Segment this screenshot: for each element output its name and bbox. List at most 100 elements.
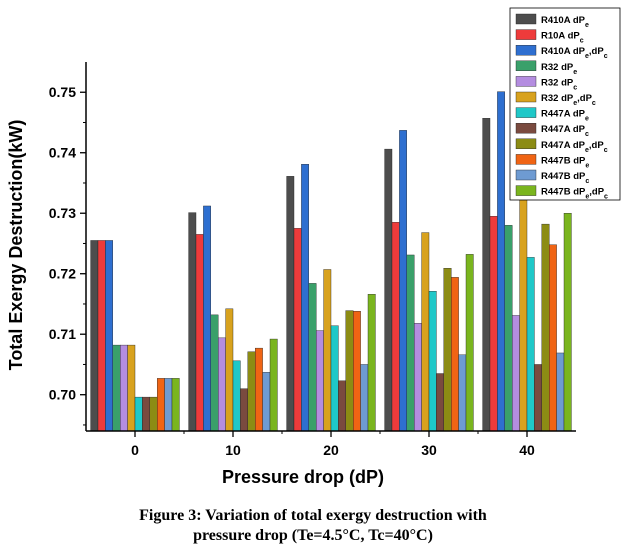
bar-20-series-5 — [316, 330, 324, 432]
bar-10-series-1 — [188, 212, 197, 432]
bar-0-series-1 — [90, 240, 99, 432]
bar-10-series-11 — [262, 372, 271, 432]
bar-10-series-7 — [232, 360, 241, 432]
bar-0-series-3 — [105, 240, 114, 432]
bar-0-series-12 — [171, 378, 180, 432]
bar-20-series-7 — [330, 325, 339, 432]
bar-30-series-9 — [443, 268, 452, 432]
bar-0-series-8 — [142, 396, 150, 432]
bar-0-series-4 — [112, 344, 121, 432]
bar-20-series-4 — [308, 283, 317, 432]
legend-frame — [509, 7, 621, 201]
legend-label: R32 dPe,dPc — [541, 93, 596, 107]
x-tick-label: 30 — [421, 442, 437, 458]
legend-swatch — [515, 91, 537, 103]
bar-30-series-7 — [428, 291, 437, 432]
bar-40-series-7 — [526, 257, 535, 432]
bar-10-series-8 — [240, 388, 248, 432]
bar-20-series-10 — [353, 311, 361, 432]
x-tick-label: 0 — [131, 442, 139, 458]
bar-30-series-3 — [399, 130, 407, 432]
bar-0-series-5 — [119, 344, 128, 432]
bar-40-series-11 — [556, 352, 565, 432]
x-tick-label: 40 — [519, 442, 535, 458]
bar-10-series-6 — [225, 308, 234, 432]
y-tick-label: 0.70 — [49, 387, 76, 403]
legend-label: R447B dPe — [541, 155, 589, 169]
y-tick-label: 0.71 — [49, 326, 76, 342]
bar-40-series-5 — [512, 315, 520, 432]
legend-label: R10A dPc — [541, 31, 584, 45]
caption-line-2: pressure drop (Te=4.5°C, Tc=40°C) — [193, 527, 433, 544]
bar-20-series-6 — [323, 269, 332, 432]
chart: 0.70 0.71 0.72 0.73 0.74 0.75 0 10 20 30 40 Total… — [6, 7, 621, 487]
legend-swatch — [515, 29, 537, 40]
bar-30-series-12 — [465, 254, 474, 432]
legend-swatch — [515, 13, 537, 25]
bar-30-series-5 — [414, 323, 422, 432]
legend-label: R410A dPe — [541, 15, 589, 29]
bar-40-series-3 — [497, 91, 505, 432]
bar-40-series-6 — [519, 196, 528, 432]
legend-swatch — [515, 107, 537, 118]
legend-label: R447B dPe,dPc — [541, 187, 608, 201]
bar-40-series-9 — [541, 223, 550, 432]
bar-10-series-9 — [247, 351, 256, 432]
bar-10-series-5 — [217, 337, 226, 432]
legend-swatch — [515, 169, 537, 181]
x-tick-label: 20 — [323, 442, 339, 458]
bar-10-series-2 — [195, 234, 204, 432]
figure-caption: Figure 3: Variation of total exergy dest… — [0, 506, 626, 546]
bar-20-series-11 — [360, 364, 369, 432]
y-tick-label: 0.75 — [49, 84, 76, 100]
bar-40-series-12 — [563, 213, 572, 432]
legend-swatch — [515, 76, 537, 87]
legend-label: R447A dPe — [541, 109, 589, 123]
legend-label: R32 dPe — [541, 62, 577, 76]
legend-swatch — [515, 154, 537, 165]
bar-20-series-12 — [367, 294, 376, 432]
bar-30-series-1 — [384, 148, 393, 432]
bar-40-series-1 — [482, 118, 491, 432]
bar-0-series-9 — [149, 396, 158, 432]
x-axis-title: Pressure drop (dP) — [222, 467, 384, 487]
legend-label: R447A dPe,dPc — [541, 140, 608, 154]
x-axis-ticks: 0 10 20 30 40 — [131, 431, 535, 458]
bar-0-series-6 — [127, 344, 136, 432]
legend-label: R447A dPc — [541, 124, 589, 138]
bar-0-series-7 — [134, 396, 143, 432]
bar-20-series-1 — [286, 176, 295, 432]
bar-0-series-2 — [97, 240, 106, 432]
bar-10-series-4 — [210, 314, 219, 432]
x-tick-label: 10 — [225, 442, 241, 458]
bar-10-series-12 — [269, 338, 278, 432]
legend-label: R32 dPc — [541, 77, 577, 91]
legend-swatch — [515, 185, 537, 196]
bar-10-series-10 — [254, 347, 263, 432]
y-tick-label: 0.73 — [49, 205, 76, 221]
bar-20-series-3 — [301, 164, 309, 432]
bar-40-series-2 — [489, 216, 498, 432]
bar-30-series-11 — [458, 354, 467, 432]
legend-swatch — [515, 60, 537, 71]
bar-20-series-8 — [338, 380, 346, 432]
bar-30-series-6 — [421, 232, 430, 432]
y-axis-ticks: 0.70 0.71 0.72 0.73 0.74 0.75 — [49, 84, 86, 426]
bar-20-series-2 — [293, 228, 302, 432]
bar-40-series-4 — [504, 225, 513, 432]
bar-30-series-8 — [436, 373, 444, 432]
legend-swatch — [515, 45, 537, 56]
y-axis-title: Total Exergy Destruction(kW) — [6, 120, 26, 371]
bar-layer — [90, 91, 572, 432]
legend-swatch — [515, 122, 537, 134]
legend-label: R410A dPe,dPc — [541, 46, 608, 60]
bar-0-series-10 — [156, 378, 165, 432]
bar-40-series-10 — [549, 244, 557, 432]
bar-30-series-2 — [391, 222, 400, 432]
caption-line-1: Figure 3: Variation of total exergy dest… — [139, 507, 487, 524]
bar-10-series-3 — [203, 205, 211, 432]
y-tick-label: 0.72 — [49, 266, 76, 282]
bar-40-series-8 — [534, 364, 543, 432]
y-tick-label: 0.74 — [49, 145, 76, 161]
